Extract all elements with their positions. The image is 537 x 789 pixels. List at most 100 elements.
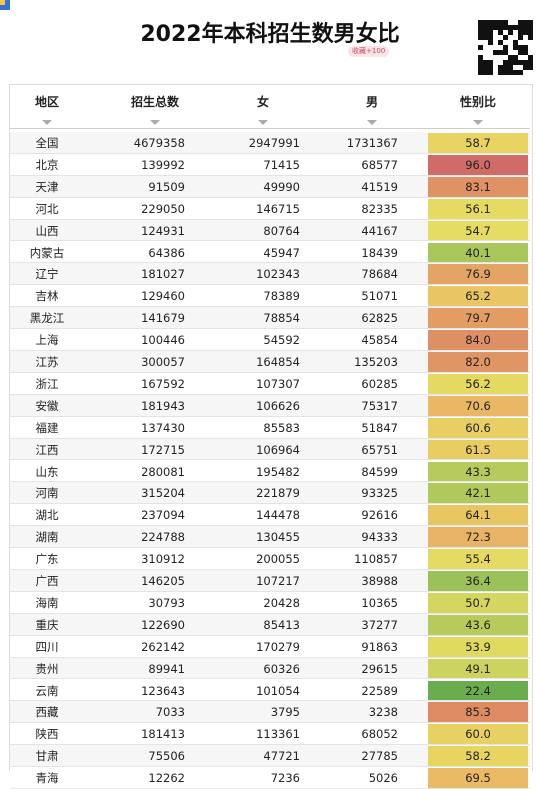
number-cell: 164854 (256, 355, 300, 369)
qr-module (478, 25, 483, 30)
ratio-cell-bg (428, 571, 528, 591)
qr-code (478, 20, 533, 75)
sort-arrow (367, 120, 377, 125)
number-cell: 300057 (141, 355, 185, 369)
ratio-cell-bg (428, 439, 528, 460)
qr-module (498, 50, 503, 55)
qr-module (523, 25, 528, 30)
qr-module (478, 30, 483, 35)
number-cell: 53.9 (465, 639, 491, 654)
number-cell: 141679 (141, 311, 185, 326)
row-bg (10, 701, 530, 724)
row-bg (10, 460, 530, 483)
number-cell: 146715 (256, 201, 300, 216)
number-cell: 51071 (361, 289, 398, 304)
region-cell: 广西 (35, 574, 59, 588)
region-cell: 陕西 (35, 727, 59, 742)
ratio-cell-bg (428, 264, 528, 285)
number-cell: 30793 (148, 595, 185, 610)
region-cell: 甘肃 (35, 749, 59, 764)
number-cell: 43.3 (465, 464, 491, 479)
number-cell: 195482 (256, 464, 300, 479)
row-bg (10, 635, 530, 658)
ratio-cell-bg (428, 680, 528, 701)
qr-module (503, 70, 508, 75)
region-cell: 全国 (35, 136, 59, 150)
region-cell: 青海 (35, 771, 59, 786)
number-cell: 50.7 (465, 595, 491, 610)
number-cell: 107307 (256, 376, 300, 391)
row-bg (10, 263, 530, 286)
row-bg (10, 679, 530, 702)
number-cell: 69.5 (465, 771, 491, 786)
qr-module (498, 20, 503, 25)
number-cell: 3795 (270, 705, 300, 720)
qr-module (488, 70, 493, 75)
row-bg (10, 657, 530, 680)
qr-module (483, 65, 488, 70)
region-cell: 海南 (35, 595, 59, 610)
number-cell: 47721 (263, 749, 300, 764)
number-cell: 110857 (354, 552, 398, 567)
row-bg (10, 241, 530, 264)
ratio-cell-bg (428, 746, 528, 767)
region-cell: 吉林 (35, 289, 59, 304)
number-cell: 55.4 (465, 552, 491, 567)
number-cell: 45947 (263, 245, 300, 260)
number-cell: 72.3 (465, 530, 491, 545)
number-cell: 37277 (361, 617, 398, 632)
number-cell: 101054 (256, 683, 300, 698)
number-cell: 94333 (361, 530, 398, 545)
ratio-cell-bg (428, 176, 528, 197)
number-cell: 221879 (256, 486, 300, 501)
qr-module (518, 25, 523, 30)
ratio-cell-bg (428, 461, 528, 482)
number-cell: 70.6 (465, 398, 491, 413)
corner-mark (0, 0, 5, 5)
ratio-cell-bg (428, 702, 528, 723)
ratio-cell-bg (428, 220, 528, 241)
qr-module (528, 20, 533, 25)
number-cell: 172715 (141, 442, 185, 457)
row-bg (10, 307, 530, 330)
number-cell: 310912 (141, 552, 185, 567)
qr-module (488, 65, 493, 70)
number-cell: 62825 (361, 311, 398, 326)
ratio-cell-bg (428, 154, 528, 175)
number-cell: 100446 (141, 333, 185, 348)
qr-module (498, 65, 503, 70)
number-cell: 129460 (141, 289, 185, 304)
region-cell: 北京 (35, 157, 59, 172)
ratio-cell-bg (428, 352, 528, 372)
region-cell: 上海 (35, 333, 59, 348)
number-cell: 82335 (361, 201, 398, 216)
row-bg (10, 285, 530, 308)
qr-module (508, 65, 513, 70)
ratio-cell-bg (428, 242, 528, 263)
region-cell: 内蒙古 (29, 245, 65, 260)
number-cell: 130455 (256, 530, 300, 545)
number-cell: 45854 (361, 333, 398, 348)
number-cell: 60285 (361, 376, 398, 391)
qr-module (528, 35, 533, 40)
ratio-cell-bg (428, 527, 528, 548)
qr-module (493, 20, 498, 25)
number-cell: 144478 (256, 508, 300, 523)
qr-module (523, 65, 528, 70)
region-cell: 四川 (35, 639, 59, 654)
number-cell: 49.1 (465, 661, 491, 676)
row-bg (10, 394, 530, 417)
qr-module (508, 60, 513, 65)
number-cell: 83.1 (465, 179, 491, 194)
number-cell: 60.0 (465, 727, 491, 742)
number-cell: 7033 (155, 705, 185, 720)
sort-arrow (258, 120, 268, 125)
badge[interactable]: 收藏+100 (348, 46, 390, 57)
number-cell: 146205 (141, 574, 185, 588)
number-cell: 60326 (263, 661, 300, 676)
region-cell: 西藏 (35, 705, 59, 720)
region-cell: 湖南 (35, 530, 59, 545)
number-cell: 54592 (263, 333, 300, 348)
qr-module (518, 45, 523, 50)
number-cell: 58.7 (465, 136, 491, 150)
